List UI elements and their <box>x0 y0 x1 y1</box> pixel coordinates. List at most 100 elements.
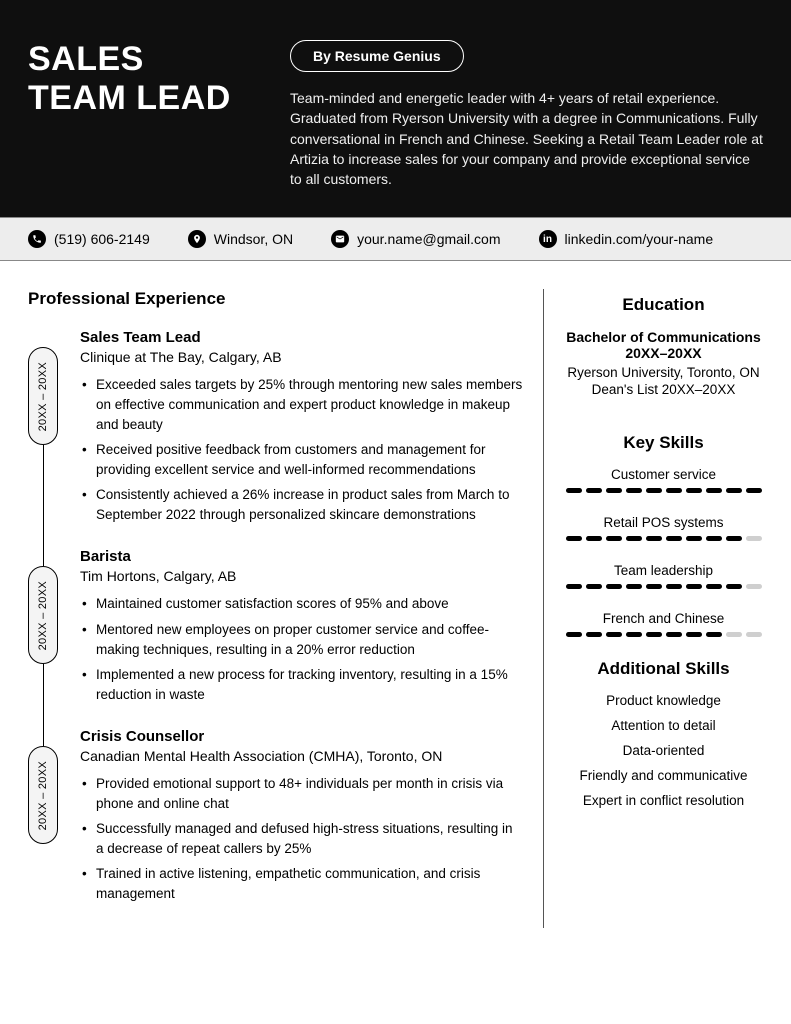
skill-dash <box>686 632 702 637</box>
date-pill: 20XX – 20XX <box>28 347 58 445</box>
skill-dash <box>706 536 722 541</box>
skill-dash <box>746 632 762 637</box>
skill-dash <box>726 584 742 589</box>
education-heading: Education <box>564 295 763 315</box>
header: SALES TEAM LEAD By Resume Genius Team-mi… <box>0 0 791 217</box>
education-degree: Bachelor of Communications <box>564 329 763 345</box>
location-icon <box>188 230 206 248</box>
linkedin-value: linkedin.com/your-name <box>565 231 714 247</box>
skill-dash <box>566 584 582 589</box>
title-line-2: TEAM LEAD <box>28 79 231 117</box>
additional-skill: Attention to detail <box>564 718 763 733</box>
additional-skill: Data-oriented <box>564 743 763 758</box>
skill-dash <box>606 632 622 637</box>
experience-item: 20XX – 20XXCrisis CounsellorCanadian Men… <box>28 728 523 903</box>
skill-dash <box>626 632 642 637</box>
skill-dash <box>586 488 602 493</box>
body: Professional Experience 20XX – 20XX Sales… <box>0 261 791 947</box>
date-pill: 20XX – 20XX <box>28 566 58 664</box>
skill-dash <box>706 488 722 493</box>
contact-phone: (519) 606-2149 <box>28 230 150 248</box>
skill-dash <box>726 632 742 637</box>
skill-dash <box>566 536 582 541</box>
additional-skill: Product knowledge <box>564 693 763 708</box>
experience-item: 20XX – 20XXSales Team LeadClinique at Th… <box>28 329 523 524</box>
additional-skill: Friendly and communicative <box>564 768 763 783</box>
job-bullet: Exceeded sales targets by 25% through me… <box>80 375 523 434</box>
skill-name: Team leadership <box>564 563 763 578</box>
phone-value: (519) 606-2149 <box>54 231 150 247</box>
skill-item: French and Chinese <box>564 611 763 637</box>
skill-dash <box>586 632 602 637</box>
contact-bar: (519) 606-2149 Windsor, ON your.name@gma… <box>0 217 791 261</box>
skill-dash <box>646 536 662 541</box>
job-bullets: Exceeded sales targets by 25% through me… <box>80 375 523 524</box>
skill-dash <box>586 536 602 541</box>
summary-text: Team-minded and energetic leader with 4+… <box>290 88 763 189</box>
education-dates: 20XX–20XX <box>564 345 763 361</box>
skill-dash <box>606 584 622 589</box>
skill-name: Customer service <box>564 467 763 482</box>
skill-dash <box>666 584 682 589</box>
experience-item: 20XX – 20XX Barista Tim Hortons, Calgary, … <box>28 548 523 704</box>
skill-level-bar <box>564 584 763 589</box>
skill-dash <box>706 584 722 589</box>
skill-name: French and Chinese <box>564 611 763 626</box>
skill-item: Customer service <box>564 467 763 493</box>
skill-level-bar <box>564 536 763 541</box>
header-right: By Resume Genius Team-minded and energet… <box>290 40 763 189</box>
skill-dash <box>626 536 642 541</box>
title-line-1: SALES <box>28 40 144 78</box>
job-bullet: Received positive feedback from customer… <box>80 440 523 479</box>
skill-dash <box>646 584 662 589</box>
job-bullet: Maintained customer satisfaction scores … <box>80 594 523 614</box>
contact-linkedin: in linkedin.com/your-name <box>539 230 714 248</box>
job-company: Tim Hortons, Calgary, AB <box>80 568 523 584</box>
job-title: Barista <box>80 548 523 565</box>
date-range: 20XX – 20XX <box>37 362 49 431</box>
job-bullet: Trained in active listening, empathetic … <box>80 864 523 903</box>
skill-name: Retail POS systems <box>564 515 763 530</box>
skill-dash <box>666 632 682 637</box>
skill-dash <box>706 632 722 637</box>
key-skills-list: Customer service Retail POS systems Team l… <box>564 467 763 637</box>
contact-location: Windsor, ON <box>188 230 293 248</box>
skill-item: Team leadership <box>564 563 763 589</box>
skill-level-bar <box>564 632 763 637</box>
skill-dash <box>746 536 762 541</box>
skill-dash <box>606 488 622 493</box>
skill-item: Retail POS systems <box>564 515 763 541</box>
skill-dash <box>646 632 662 637</box>
contact-email: your.name@gmail.com <box>331 230 500 248</box>
email-value: your.name@gmail.com <box>357 231 500 247</box>
phone-icon <box>28 230 46 248</box>
job-title: Sales Team Lead <box>80 329 523 346</box>
skill-dash <box>626 584 642 589</box>
linkedin-icon: in <box>539 230 557 248</box>
skill-dash <box>586 584 602 589</box>
date-pill: 20XX – 20XX <box>28 746 58 844</box>
email-icon <box>331 230 349 248</box>
job-bullet: Mentored new employees on proper custome… <box>80 620 523 659</box>
education-honor: Dean's List 20XX–20XX <box>564 382 763 397</box>
skill-dash <box>646 488 662 493</box>
job-bullet: Successfully managed and defused high-st… <box>80 819 523 858</box>
experience-heading: Professional Experience <box>28 289 523 309</box>
skill-dash <box>566 488 582 493</box>
date-range: 20XX – 20XX <box>37 581 49 650</box>
author-badge: By Resume Genius <box>290 40 464 72</box>
skill-dash <box>606 536 622 541</box>
location-value: Windsor, ON <box>214 231 293 247</box>
skill-dash <box>686 488 702 493</box>
right-column: Education Bachelor of Communications 20X… <box>543 289 763 927</box>
job-bullet: Provided emotional support to 48+ indivi… <box>80 774 523 813</box>
left-column: Professional Experience 20XX – 20XX Sales… <box>28 289 543 927</box>
skill-dash <box>666 488 682 493</box>
resume-title: SALES TEAM LEAD <box>28 40 258 118</box>
skill-dash <box>566 632 582 637</box>
education-school: Ryerson University, Toronto, ON <box>564 365 763 380</box>
skill-dash <box>726 536 742 541</box>
skill-dash <box>686 536 702 541</box>
job-company: Canadian Mental Health Association (CMHA… <box>80 748 523 764</box>
skill-dash <box>726 488 742 493</box>
